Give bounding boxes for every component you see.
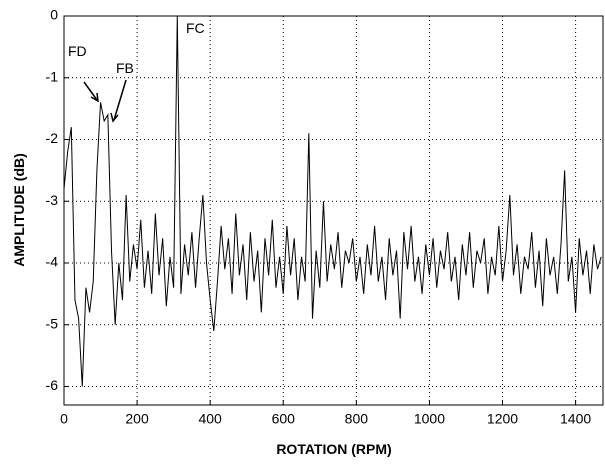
x-tick-label: 200 xyxy=(125,411,149,427)
x-tick-label: 1200 xyxy=(487,411,518,427)
signal-line xyxy=(63,15,602,387)
x-tick-label: 600 xyxy=(272,411,296,427)
y-tick-label: -6 xyxy=(46,377,59,393)
x-tick-label: 1000 xyxy=(414,411,445,427)
y-tick-label: -2 xyxy=(46,130,59,146)
x-axis-label: ROTATION (RPM) xyxy=(276,441,391,457)
x-tick-label: 1400 xyxy=(560,411,591,427)
x-tick-label: 800 xyxy=(345,411,369,427)
y-tick-label: -4 xyxy=(46,254,59,270)
annotation: FC xyxy=(186,20,205,36)
y-tick-label: -3 xyxy=(46,192,59,208)
arrows xyxy=(83,79,127,123)
plot-frame xyxy=(63,15,604,406)
x-tick-label: 400 xyxy=(198,411,222,427)
y-tick-label: 0 xyxy=(50,7,58,23)
y-axis-label: AMPLITUDE (dB) xyxy=(11,153,27,267)
x-tick-label: 0 xyxy=(60,411,68,427)
annotation: FD xyxy=(68,43,87,59)
annotation: FB xyxy=(116,60,134,76)
y-tick-label: -5 xyxy=(46,315,59,331)
y-tick-label: -1 xyxy=(46,68,59,84)
